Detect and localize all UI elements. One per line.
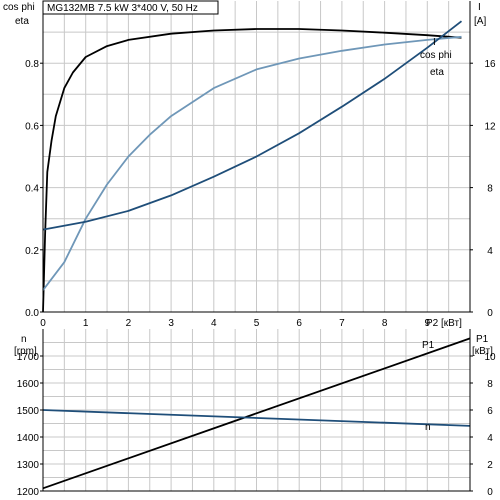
series-line-eta bbox=[42, 28, 462, 313]
x-tick-label: 4 bbox=[211, 318, 217, 329]
upper-left-tick-label: 0.2 bbox=[25, 246, 39, 257]
series-label-p1: P1 bbox=[422, 340, 435, 351]
series-line-cos-phi bbox=[42, 35, 462, 291]
lower-axes bbox=[40, 329, 473, 492]
x-tick-label: 1 bbox=[83, 318, 89, 329]
x-tick-label: 9 bbox=[425, 318, 431, 329]
lower-left-tick-label: 1300 bbox=[17, 460, 40, 471]
series-label-n: n bbox=[425, 422, 431, 433]
title-box bbox=[42, 0, 219, 15]
lower-left-tick-label: 1700 bbox=[17, 352, 40, 363]
lower-grid bbox=[43, 329, 470, 491]
x-tick-label: 6 bbox=[296, 318, 302, 329]
lower-left-tick-label: 1200 bbox=[17, 487, 40, 498]
lower-right-tick-label: 8 bbox=[487, 379, 493, 390]
upper-grid bbox=[43, 1, 470, 312]
lower-right-axis-label-1: P1 bbox=[476, 334, 489, 345]
x-tick-label: 2 bbox=[126, 318, 132, 329]
lower-right-tick-label: 0 bbox=[487, 487, 493, 498]
lower-right-tick-label: 6 bbox=[487, 406, 493, 417]
x-tick-label: 3 bbox=[168, 318, 174, 329]
upper-left-tick-label: 0.6 bbox=[25, 121, 39, 132]
upper-left-axis-label-2: eta bbox=[15, 16, 29, 27]
upper-right-axis-label-2: [A] bbox=[474, 16, 486, 27]
upper-right-axis-label-1: I bbox=[478, 2, 481, 13]
series-line-i bbox=[42, 20, 463, 231]
x-tick-label: 5 bbox=[254, 318, 260, 329]
upper-right-tick-label: 0 bbox=[487, 308, 493, 319]
x-axis-label: P2 [кВт] bbox=[426, 318, 462, 329]
upper-right-tick-label: 16 bbox=[484, 59, 496, 70]
series-label-cos-phi: cos phi bbox=[420, 50, 452, 61]
lower-left-tick-label: 1400 bbox=[17, 433, 40, 444]
upper-left-tick-label: 0.0 bbox=[25, 308, 39, 319]
lower-left-tick-label: 1600 bbox=[17, 379, 40, 390]
upper-left-axis-label-1: cos phi bbox=[3, 2, 35, 13]
lower-right-tick-label: 2 bbox=[487, 460, 493, 471]
upper-left-tick-label: 0.4 bbox=[25, 184, 39, 195]
upper-right-tick-label: 4 bbox=[487, 246, 493, 257]
series-line-n bbox=[42, 409, 471, 427]
series-label-eta: eta bbox=[430, 67, 444, 78]
upper-right-tick-label: 12 bbox=[484, 121, 496, 132]
lower-left-tick-label: 1500 bbox=[17, 406, 40, 417]
lower-right-tick-label: 10 bbox=[484, 352, 496, 363]
lower-right-tick-label: 4 bbox=[487, 433, 493, 444]
lower-left-axis-label-1: n bbox=[21, 334, 27, 345]
x-tick-label: 8 bbox=[382, 318, 388, 329]
upper-right-tick-label: 8 bbox=[487, 184, 493, 195]
chart-title: MG132MB 7.5 kW 3*400 V, 50 Hz bbox=[47, 3, 198, 14]
upper-left-tick-label: 0.8 bbox=[25, 59, 39, 70]
lower-right-axis-label-2: [кВт] bbox=[472, 346, 493, 357]
upper-series-group bbox=[42, 20, 463, 313]
lower-left-axis-label-2: [rpm] bbox=[14, 346, 37, 357]
lower-series-group bbox=[42, 337, 471, 490]
series-line-p1 bbox=[42, 337, 471, 490]
x-tick-label: 7 bbox=[339, 318, 345, 329]
series-label-i: I bbox=[433, 37, 436, 48]
upper-axes bbox=[40, 1, 473, 313]
x-tick-label: 0 bbox=[40, 318, 46, 329]
